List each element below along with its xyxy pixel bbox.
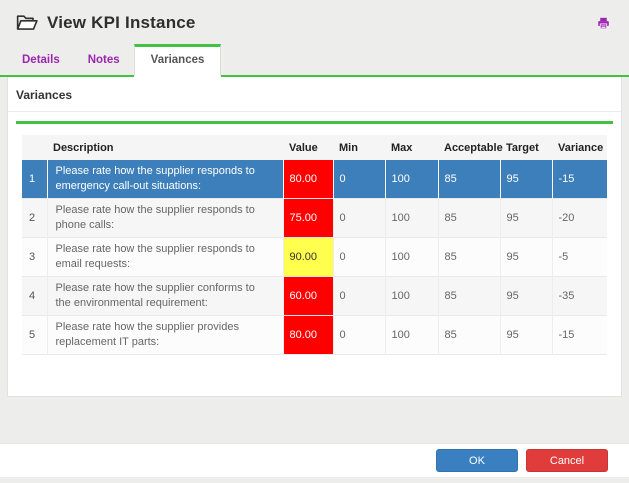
variance-cell: -15 xyxy=(551,160,607,199)
printer-icon xyxy=(597,17,609,29)
col-header-rownum xyxy=(22,135,47,160)
max-cell: 100 xyxy=(384,237,438,277)
acceptable-cell: 85 xyxy=(437,198,500,238)
content-footer-gap xyxy=(0,397,629,443)
min-cell: 0 xyxy=(332,160,385,199)
variances-table: Description Value Min Max Acceptable Tar… xyxy=(22,135,607,355)
table-row[interactable]: 2 Please rate how the supplier responds t… xyxy=(22,198,607,238)
min-cell: 0 xyxy=(332,237,385,277)
col-header-max: Max xyxy=(385,135,438,160)
table-row[interactable]: 5 Please rate how the supplier provides r… xyxy=(22,315,607,355)
value-cell: 80.00 xyxy=(282,315,333,355)
max-cell: 100 xyxy=(384,160,438,199)
description-cell: Please rate how the supplier responds to… xyxy=(46,198,283,238)
row-number-cell: 2 xyxy=(29,211,36,224)
row-number-cell: 3 xyxy=(29,250,36,263)
col-header-value: Value xyxy=(283,135,333,160)
table-row[interactable]: 4 Please rate how the supplier conforms t… xyxy=(22,276,607,316)
tab-variances[interactable]: Variances xyxy=(133,44,222,77)
variance-table-body: 1 Please rate how the supplier responds t… xyxy=(22,160,607,355)
value-cell: 75.00 xyxy=(282,198,333,238)
target-cell: 95 xyxy=(499,198,552,238)
max-cell: 100 xyxy=(384,276,438,316)
target-cell: 95 xyxy=(499,315,552,355)
value-cell: 60.00 xyxy=(282,276,333,316)
green-divider xyxy=(16,121,613,124)
description-cell: Please rate how the supplier conforms to… xyxy=(46,276,283,316)
tab-details[interactable]: Details xyxy=(22,54,60,66)
min-cell: 0 xyxy=(332,276,385,316)
value-cell: 90.00 xyxy=(282,237,333,277)
target-cell: 95 xyxy=(499,160,552,199)
print-button[interactable] xyxy=(595,15,611,31)
col-header-variance: Variance xyxy=(552,135,607,160)
col-header-target: Target xyxy=(500,135,552,160)
variance-cell: -15 xyxy=(551,315,607,355)
variances-table-wrap: Description Value Min Max Acceptable Tar… xyxy=(22,135,608,355)
value-cell: 80.00 xyxy=(282,160,333,199)
tab-bar: Details Notes Variances xyxy=(0,44,629,77)
variance-cell: -20 xyxy=(551,198,607,238)
section-heading: Variances xyxy=(8,77,621,112)
acceptable-cell: 85 xyxy=(437,237,500,277)
col-header-min: Min xyxy=(333,135,385,160)
acceptable-cell: 85 xyxy=(437,276,500,316)
row-number-cell: 5 xyxy=(29,328,36,341)
max-cell: 100 xyxy=(384,198,438,238)
variance-cell: -5 xyxy=(551,237,607,277)
min-cell: 0 xyxy=(332,315,385,355)
cancel-button[interactable]: Cancel xyxy=(526,449,608,472)
min-cell: 0 xyxy=(332,198,385,238)
ok-button[interactable]: OK xyxy=(436,449,518,472)
description-cell: Please rate how the supplier provides re… xyxy=(46,315,283,355)
table-row[interactable]: 3 Please rate how the supplier responds t… xyxy=(22,237,607,277)
window-header: View KPI Instance xyxy=(0,0,629,46)
tab-notes[interactable]: Notes xyxy=(87,54,120,66)
tab-content-panel: Variances Description Value Min Max Acce… xyxy=(7,77,622,397)
target-cell: 95 xyxy=(499,276,552,316)
col-header-description: Description xyxy=(47,135,283,160)
max-cell: 100 xyxy=(384,315,438,355)
description-cell: Please rate how the supplier responds to… xyxy=(46,237,283,277)
footer-bar: OK Cancel xyxy=(0,443,629,477)
description-cell: Please rate how the supplier responds to… xyxy=(46,160,283,199)
table-header-row: Description Value Min Max Acceptable Tar… xyxy=(22,135,607,160)
row-number-cell: 4 xyxy=(29,289,36,302)
open-folder-icon xyxy=(16,15,38,30)
table-row[interactable]: 1 Please rate how the supplier responds t… xyxy=(22,160,607,199)
page-title: View KPI Instance xyxy=(47,13,196,32)
variance-cell: -35 xyxy=(551,276,607,316)
target-cell: 95 xyxy=(499,237,552,277)
col-header-acceptable: Acceptable xyxy=(438,135,503,160)
acceptable-cell: 85 xyxy=(437,315,500,355)
acceptable-cell: 85 xyxy=(437,160,500,199)
row-number-cell: 1 xyxy=(29,172,36,185)
